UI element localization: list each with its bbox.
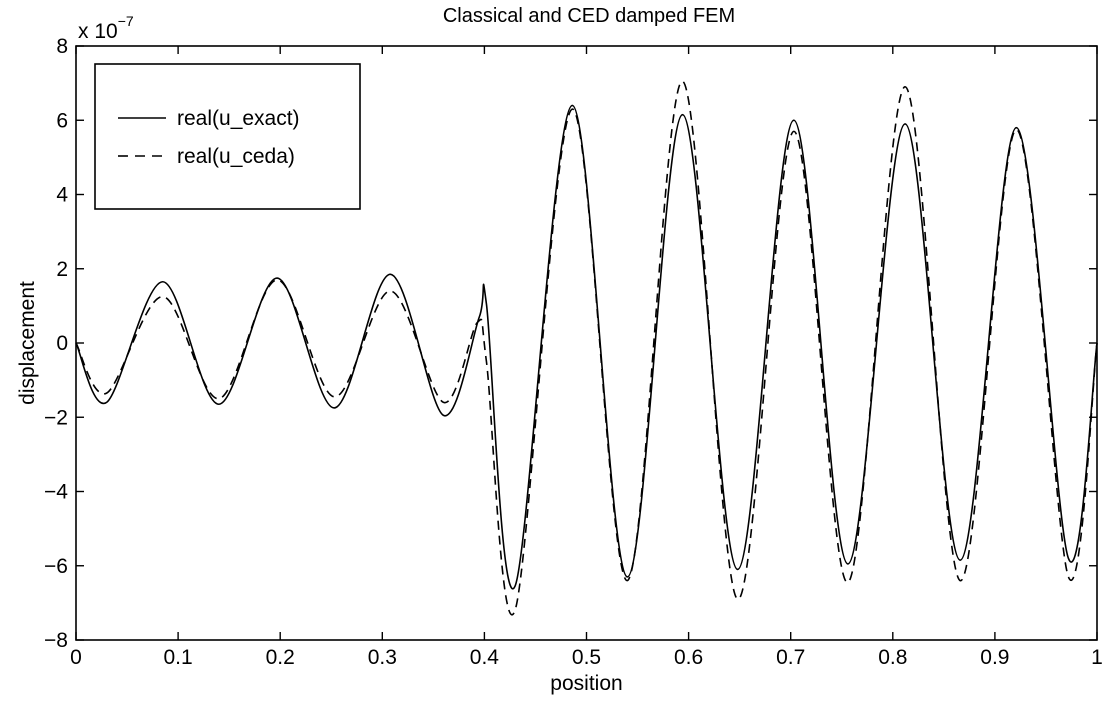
x-tick-label: 0.2 bbox=[266, 646, 295, 669]
legend-label-ceda: real(u_ceda) bbox=[177, 145, 295, 168]
legend-box bbox=[94, 63, 361, 210]
y-tick-label: 2 bbox=[56, 258, 68, 281]
x-tick-label: 0.5 bbox=[572, 646, 601, 669]
y-tick-label: −8 bbox=[44, 629, 68, 652]
y-tick-label: −2 bbox=[44, 406, 68, 429]
x-axis-ticks: 0 0.1 0.2 0.3 0.4 0.5 0.6 0.7 0.8 0.9 1 bbox=[70, 46, 1103, 669]
x-tick-label: 0.6 bbox=[674, 646, 703, 669]
y-axis-exponent-power: −7 bbox=[118, 13, 134, 29]
series-group bbox=[75, 80, 1098, 616]
x-tick-label: 0.3 bbox=[368, 646, 397, 669]
x-tick-label: 0.7 bbox=[776, 646, 805, 669]
x-tick-label: 0.1 bbox=[163, 646, 192, 669]
x-tick-label: 1 bbox=[1091, 646, 1103, 669]
series-line-ceda bbox=[75, 80, 1098, 616]
x-axis-label: position bbox=[550, 672, 622, 695]
y-tick-label: 0 bbox=[56, 332, 68, 355]
legend: real(u_exact) real(u_ceda) bbox=[94, 63, 361, 210]
y-tick-label: 8 bbox=[56, 35, 68, 58]
y-tick-label: −6 bbox=[44, 555, 68, 578]
y-axis-exponent-base: x 10 bbox=[78, 20, 118, 43]
y-tick-label: 4 bbox=[56, 184, 68, 207]
x-tick-label: 0.4 bbox=[470, 646, 500, 669]
legend-label-exact: real(u_exact) bbox=[177, 107, 300, 130]
x-tick-label: 0 bbox=[70, 646, 82, 669]
y-tick-label: −4 bbox=[44, 481, 68, 504]
y-axis-ticks: −8 −6 −4 −2 0 2 4 6 8 bbox=[44, 35, 1097, 652]
chart-title: Classical and CED damped FEM bbox=[443, 5, 735, 27]
y-tick-label: 6 bbox=[56, 109, 68, 132]
y-axis-label: displacement bbox=[16, 281, 39, 405]
x-tick-label: 0.9 bbox=[980, 646, 1009, 669]
y-axis-exponent: x 10−7 bbox=[78, 13, 134, 43]
x-tick-label: 0.8 bbox=[878, 646, 907, 669]
